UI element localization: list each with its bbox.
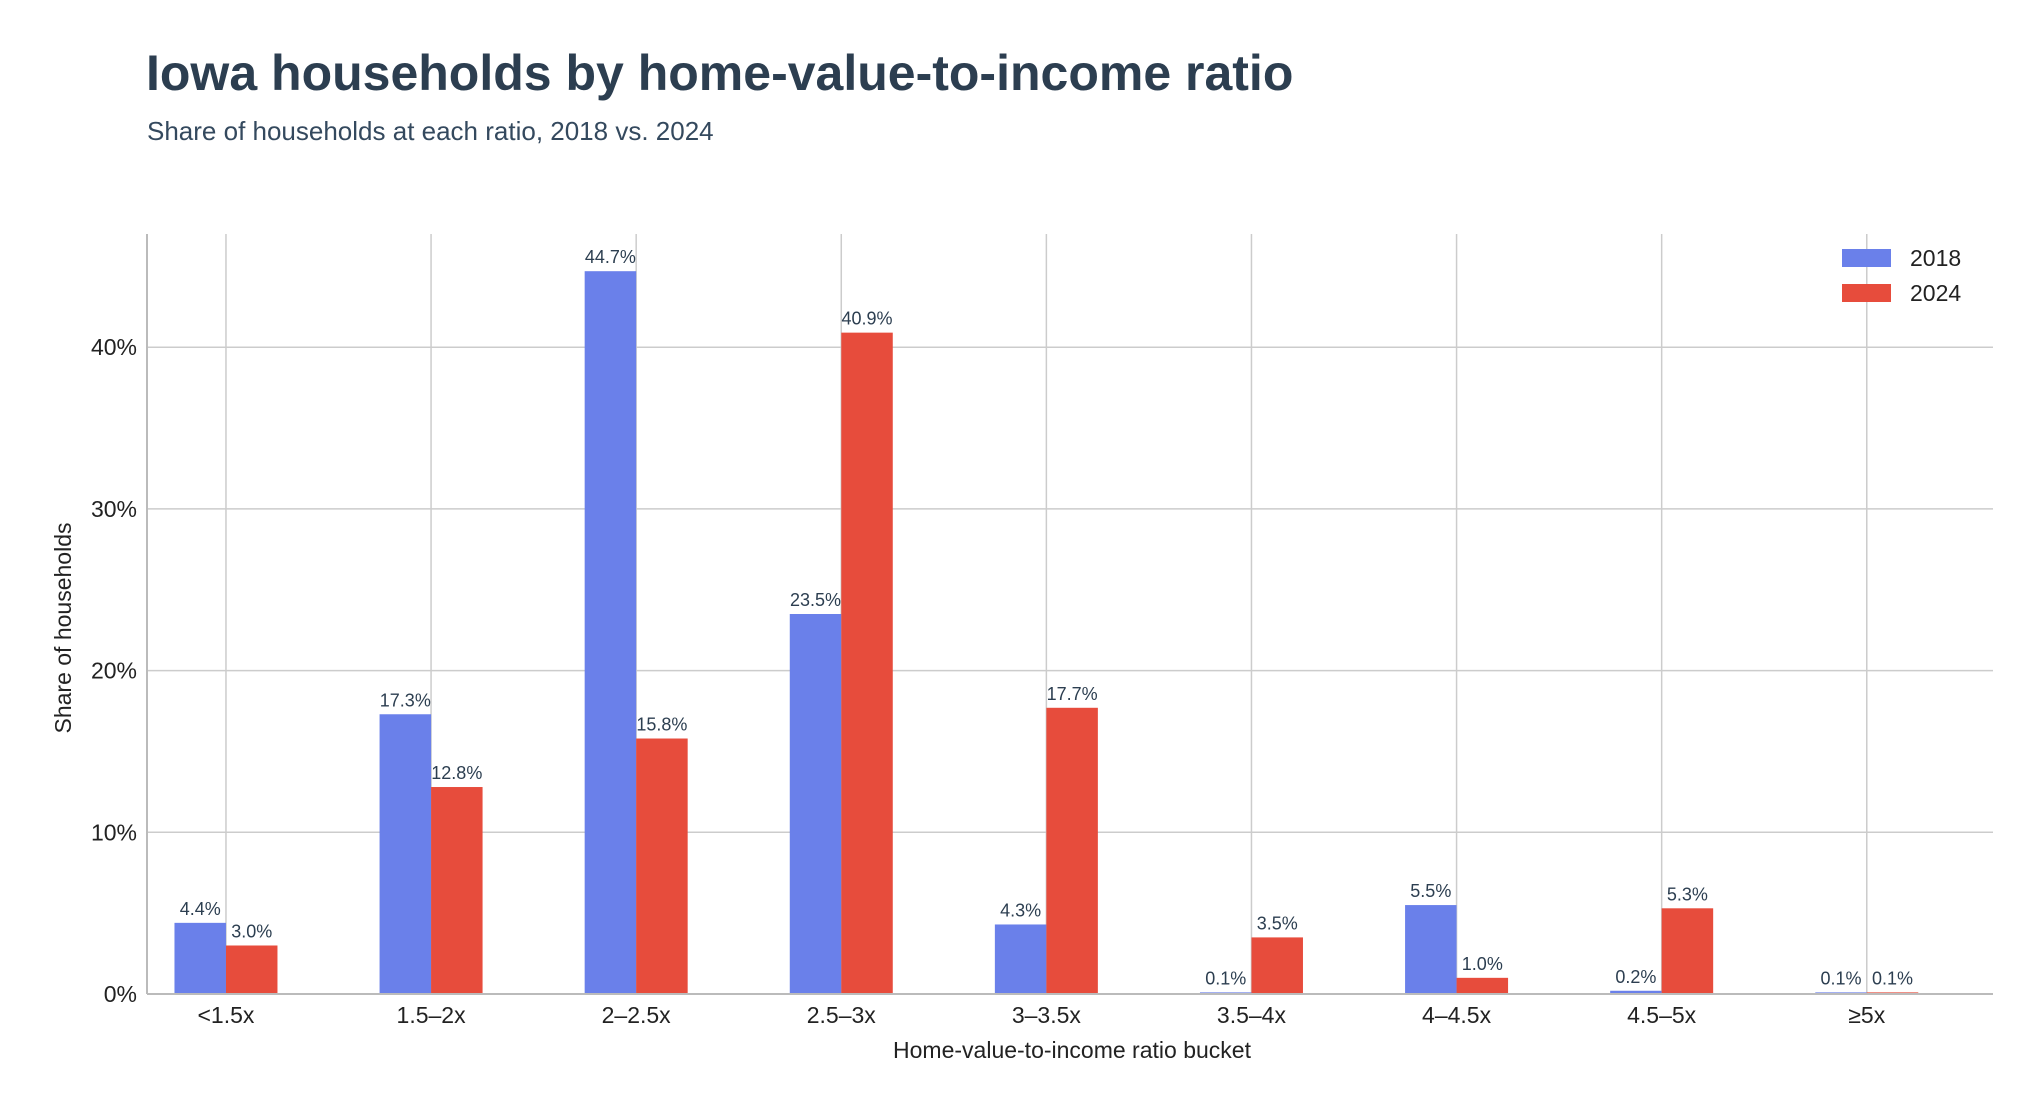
data-label-2024-7: 5.3%: [1667, 884, 1708, 904]
bar-2018-3: [789, 614, 842, 994]
bar-2024-1: [431, 787, 483, 994]
data-label-2018-4: 4.3%: [1000, 900, 1041, 920]
x-tick-label: 4.5–5x: [1627, 1002, 1697, 1028]
data-label-2018-7: 0.2%: [1615, 967, 1656, 987]
legend-label-2018: 2018: [1910, 245, 1961, 271]
bar-2018-6: [1405, 905, 1457, 994]
bar-2024-4: [1046, 707, 1098, 994]
x-tick-label: 1.5–2x: [397, 1002, 467, 1028]
bars: [174, 271, 1919, 994]
data-label-2024-8: 0.1%: [1872, 968, 1913, 988]
y-tick-label: 40%: [91, 334, 137, 360]
data-label-2018-1: 17.3%: [380, 690, 431, 710]
x-tick-label: 3.5–4x: [1217, 1002, 1287, 1028]
y-axis-label: Share of households: [50, 523, 76, 734]
bar-2024-6: [1456, 977, 1509, 994]
data-label-2024-1: 12.8%: [431, 763, 482, 783]
x-tick-label: 2.5–3x: [807, 1002, 877, 1028]
value-labels: 4.4% 17.3% 44.7% 23.5% 4.3% 0.1% 5.5% 0.2% 0.1% 3…: [180, 247, 1913, 988]
y-tick-label: 10%: [91, 819, 137, 845]
bar-2024-7: [1661, 908, 1714, 994]
bar-2018-4: [994, 924, 1047, 994]
bar-2024-0: [225, 945, 278, 994]
y-tick-label: 0%: [104, 981, 137, 1007]
bar-2018-1: [379, 714, 432, 994]
data-label-2024-3: 40.9%: [841, 309, 892, 329]
chart-title: Iowa households by home-value-to-income …: [146, 45, 1294, 101]
legend-label-2024: 2024: [1910, 280, 1961, 306]
legend-swatch-2018: [1842, 249, 1891, 267]
data-label-2018-5: 0.1%: [1205, 968, 1246, 988]
bar-2018-0: [174, 922, 226, 994]
data-label-2024-4: 17.7%: [1047, 684, 1098, 704]
data-label-2018-6: 5.5%: [1410, 881, 1451, 901]
data-label-2018-0: 4.4%: [180, 899, 221, 919]
x-axis-label: Home-value-to-income ratio bucket: [893, 1037, 1252, 1063]
bar-2024-5: [1251, 937, 1303, 994]
data-label-2024-2: 15.8%: [636, 715, 687, 735]
data-label-2024-0: 3.0%: [231, 921, 272, 941]
axes: 0% 10% 20% 30% 40% <1.5x 1.5–2x 2–2.5x 2.5–3x 3–3…: [91, 234, 1993, 1028]
data-label-2018-3: 23.5%: [790, 590, 841, 610]
data-label-2024-6: 1.0%: [1462, 954, 1503, 974]
bar-2018-7: [1610, 990, 1662, 994]
y-tick-label: 30%: [91, 496, 137, 522]
x-tick-label: 4–4.5x: [1422, 1002, 1492, 1028]
data-label-2018-2: 44.7%: [585, 247, 636, 267]
data-label-2024-5: 3.5%: [1257, 913, 1298, 933]
bar-2024-3: [841, 332, 893, 994]
bar-2024-2: [636, 738, 688, 994]
x-tick-label: <1.5x: [198, 1002, 255, 1028]
legend-swatch-2024: [1842, 284, 1891, 302]
x-tick-label: 2–2.5x: [602, 1002, 672, 1028]
x-tick-label: ≥5x: [1848, 1002, 1885, 1028]
x-tick-label: 3–3.5x: [1012, 1002, 1082, 1028]
y-tick-label: 20%: [91, 658, 137, 684]
data-label-2018-8: 0.1%: [1821, 968, 1862, 988]
bar-2018-2: [584, 271, 637, 994]
legend: 2018 2024: [1842, 245, 1961, 306]
chart-subtitle: Share of households at each ratio, 2018 …: [147, 116, 714, 146]
